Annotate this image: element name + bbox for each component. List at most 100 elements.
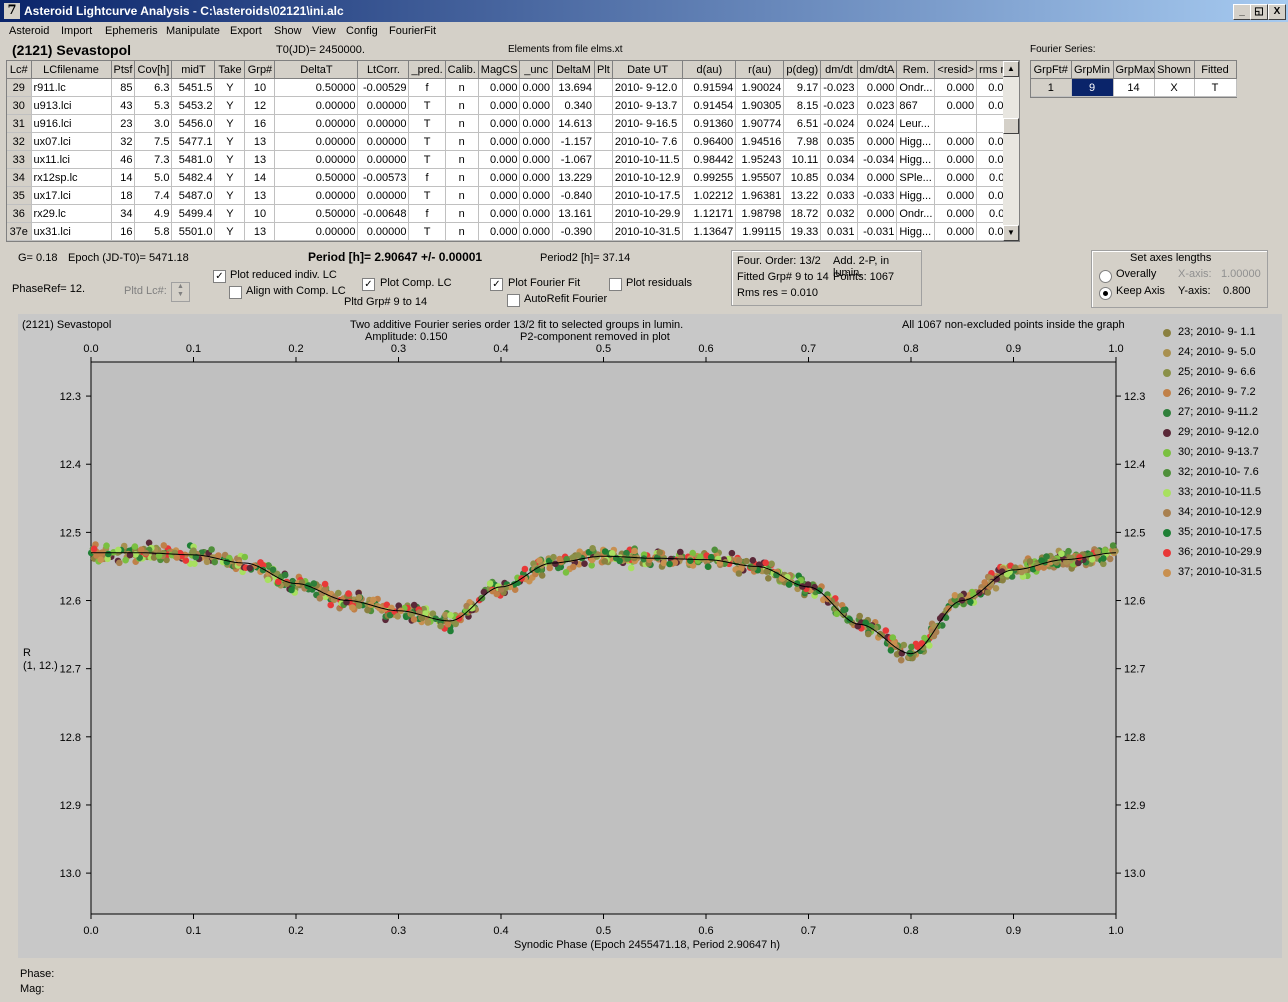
grpmax-cell[interactable]: 14 <box>1113 78 1155 97</box>
table-cell[interactable]: n <box>445 96 479 115</box>
table-cell[interactable]: 0.50000 <box>274 168 359 187</box>
table-cell[interactable]: 1.90305 <box>735 96 785 115</box>
table-cell[interactable]: 1.90024 <box>735 78 785 97</box>
align-comp-checkbox[interactable] <box>229 286 242 299</box>
table-cell[interactable]: Higg... <box>896 186 936 205</box>
table-cell[interactable]: 0.000 <box>934 132 978 151</box>
plot-comp-checkbox[interactable]: ✓ <box>362 278 375 291</box>
plot-svg[interactable]: 0.0 0.0 0.1 0.1 0.2 0.2 0.3 0.3 0.4 0.4 0.5 0.5 0.6 0… <box>18 314 1282 958</box>
table-cell[interactable]: Ondr... <box>896 78 936 97</box>
table-cell[interactable]: 7.4 <box>134 186 173 205</box>
table-cell[interactable]: 2010-10-17.5 <box>612 186 684 205</box>
autorefit-checkbox[interactable] <box>507 294 520 307</box>
column-header[interactable]: _pred. <box>408 61 446 79</box>
table-cell[interactable]: 2010- 9-13.7 <box>612 96 684 115</box>
table-cell[interactable]: 1.02212 <box>682 186 737 205</box>
table-cell[interactable]: 5453.2 <box>171 96 216 115</box>
table-cell[interactable]: 7.5 <box>134 132 173 151</box>
table-cell[interactable]: 2010-10-31.5 <box>612 222 684 241</box>
table-row[interactable]: 36 rx29.lc 34 4.9 5499.4 Y 10 0.50000 -0.00648 f n… <box>7 204 1019 223</box>
menu-config[interactable]: Config <box>346 25 378 37</box>
table-row[interactable]: 29 r911.lc 85 6.3 5451.5 Y 10 0.50000 -0.00529 f n… <box>7 78 1019 97</box>
table-cell[interactable]: 13.161 <box>552 204 595 223</box>
table-cell[interactable]: 9.17 <box>783 78 822 97</box>
table-cell[interactable]: 2010-10-12.9 <box>612 168 684 187</box>
table-cell[interactable]: 5487.0 <box>171 186 216 205</box>
menu-manipulate[interactable]: Manipulate <box>166 25 220 37</box>
column-header[interactable]: Take <box>214 61 246 79</box>
table-cell[interactable] <box>594 150 613 169</box>
column-header[interactable]: dm/dt <box>820 61 858 79</box>
table-cell[interactable]: 0.000 <box>934 96 978 115</box>
table-cell[interactable]: 6.51 <box>783 114 822 133</box>
table-cell[interactable]: Y <box>214 168 246 187</box>
table-cell[interactable]: ux11.lci <box>31 150 112 169</box>
table-cell[interactable]: -0.390 <box>552 222 595 241</box>
table-cell[interactable]: 18.72 <box>783 204 822 223</box>
table-cell[interactable]: 19.33 <box>783 222 822 241</box>
table-cell[interactable]: Y <box>214 114 246 133</box>
table-cell[interactable] <box>934 114 978 133</box>
column-header[interactable]: <resid> <box>934 61 978 79</box>
table-cell[interactable]: -0.033 <box>857 186 898 205</box>
table-cell[interactable] <box>594 78 613 97</box>
table-cell[interactable]: 13.229 <box>552 168 595 187</box>
table-cell[interactable]: 2010-10-29.9 <box>612 204 684 223</box>
table-cell[interactable]: 0.000 <box>478 150 521 169</box>
table-cell[interactable]: 8.15 <box>783 96 822 115</box>
scroll-thumb[interactable] <box>1003 118 1019 134</box>
table-cell[interactable]: 2010- 9-16.5 <box>612 114 684 133</box>
menu-export[interactable]: Export <box>230 25 262 37</box>
row-header[interactable]: 30 <box>7 96 32 115</box>
table-cell[interactable]: 0.340 <box>552 96 595 115</box>
column-header[interactable]: dm/dtA <box>857 61 898 79</box>
table-cell[interactable]: 0.00000 <box>357 150 410 169</box>
table-cell[interactable]: 1.99115 <box>735 222 785 241</box>
table-cell[interactable]: n <box>445 168 479 187</box>
table-cell[interactable]: 5481.0 <box>171 150 216 169</box>
table-cell[interactable]: Higg... <box>896 222 936 241</box>
column-header[interactable]: Ptsf <box>111 61 136 79</box>
table-cell[interactable]: Ondr... <box>896 204 936 223</box>
table-cell[interactable]: -0.024 <box>820 114 858 133</box>
close-button[interactable]: X <box>1268 4 1286 20</box>
table-cell[interactable]: 0.000 <box>519 150 553 169</box>
table-cell[interactable]: 0.000 <box>478 222 521 241</box>
fitted-cell[interactable]: T <box>1194 78 1237 97</box>
table-cell[interactable]: 13 <box>244 150 276 169</box>
table-cell[interactable]: n <box>445 222 479 241</box>
table-cell[interactable]: 16 <box>244 114 276 133</box>
scroll-up-icon[interactable]: ▲ <box>1003 61 1019 77</box>
table-cell[interactable]: -1.067 <box>552 150 595 169</box>
table-cell[interactable] <box>594 204 613 223</box>
table-cell[interactable]: n <box>445 204 479 223</box>
table-cell[interactable]: 0.000 <box>478 204 521 223</box>
table-cell[interactable] <box>594 132 613 151</box>
table-cell[interactable]: 0.00000 <box>274 186 359 205</box>
table-cell[interactable]: 0.000 <box>519 204 553 223</box>
table-cell[interactable]: 0.98442 <box>682 150 737 169</box>
row-header[interactable]: 34 <box>7 168 32 187</box>
table-cell[interactable]: 5.3 <box>134 96 173 115</box>
table-cell[interactable]: 46 <box>111 150 136 169</box>
row-header[interactable]: 35 <box>7 186 32 205</box>
table-cell[interactable]: 34 <box>111 204 136 223</box>
table-cell[interactable]: n <box>445 186 479 205</box>
grpft-cell[interactable]: 1 <box>1031 78 1072 97</box>
table-cell[interactable]: 43 <box>111 96 136 115</box>
table-cell[interactable] <box>594 114 613 133</box>
column-header[interactable]: Calib. <box>445 61 479 79</box>
table-cell[interactable]: 16 <box>111 222 136 241</box>
table-cell[interactable]: 10.85 <box>783 168 822 187</box>
table-cell[interactable]: 0.000 <box>857 132 898 151</box>
plot-fourier-checkbox[interactable]: ✓ <box>490 278 503 291</box>
table-cell[interactable]: 0.50000 <box>274 78 359 97</box>
table-cell[interactable]: 0.99255 <box>682 168 737 187</box>
table-cell[interactable]: f <box>408 204 446 223</box>
table-cell[interactable]: 5.0 <box>134 168 173 187</box>
table-cell[interactable]: 5451.5 <box>171 78 216 97</box>
table-cell[interactable]: 5501.0 <box>171 222 216 241</box>
menu-import[interactable]: Import <box>61 25 93 37</box>
menu-view[interactable]: View <box>312 25 336 37</box>
